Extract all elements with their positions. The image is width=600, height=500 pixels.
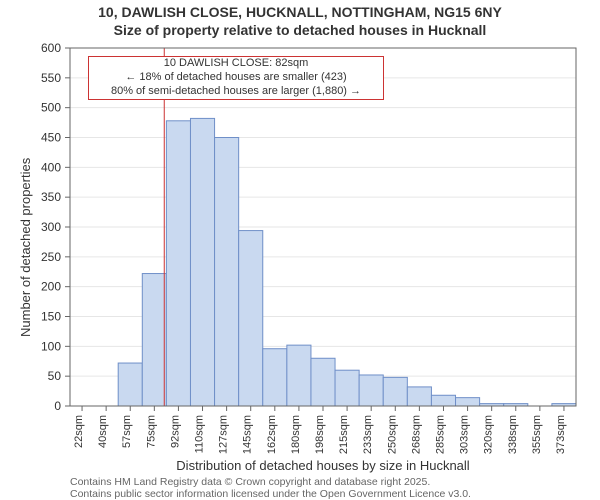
histogram-bar	[456, 398, 480, 406]
x-tick-label: 355sqm	[531, 415, 543, 454]
y-tick-label: 550	[41, 71, 61, 85]
y-tick-label: 500	[41, 101, 61, 115]
x-tick-label: 198sqm	[314, 415, 326, 454]
histogram-bar	[407, 387, 431, 406]
y-tick-label: 350	[41, 190, 61, 204]
y-tick-label: 300	[41, 220, 61, 234]
x-tick-label: 92sqm	[169, 415, 181, 448]
x-tick-label: 338sqm	[507, 415, 519, 454]
x-tick-label: 373sqm	[555, 415, 567, 454]
y-tick-label: 150	[41, 310, 61, 324]
footer-line-2: Contains public sector information licen…	[70, 488, 471, 500]
x-tick-label: 75sqm	[145, 415, 157, 448]
y-tick-label: 600	[41, 41, 61, 55]
y-tick-label: 250	[41, 250, 61, 264]
histogram-bar	[287, 345, 311, 406]
y-tick-label: 450	[41, 131, 61, 145]
x-tick-label: 162sqm	[266, 415, 278, 454]
x-tick-label: 180sqm	[290, 415, 302, 454]
y-tick-label: 100	[41, 339, 61, 353]
callout-line-1: 10 DAWLISH CLOSE: 82sqm	[89, 57, 383, 71]
footer-note: Contains HM Land Registry data © Crown c…	[70, 476, 471, 500]
footer-line-1: Contains HM Land Registry data © Crown c…	[70, 476, 471, 488]
x-tick-label: 127sqm	[218, 415, 230, 454]
chart-container: 10, DAWLISH CLOSE, HUCKNALL, NOTTINGHAM,…	[0, 0, 600, 500]
x-tick-label: 22sqm	[73, 415, 85, 448]
histogram-bar	[335, 370, 359, 406]
x-tick-label: 215sqm	[338, 415, 350, 454]
histogram-bar	[383, 377, 407, 406]
x-tick-label: 233sqm	[362, 415, 374, 454]
histogram-bar	[190, 118, 214, 406]
histogram-bar	[215, 138, 239, 407]
x-tick-label: 145sqm	[242, 415, 254, 454]
callout-line-3: 80% of semi-detached houses are larger (…	[89, 85, 383, 99]
histogram-bar	[239, 231, 263, 406]
x-tick-label: 303sqm	[459, 415, 471, 454]
x-tick-label: 250sqm	[386, 415, 398, 454]
x-tick-label: 268sqm	[410, 415, 422, 454]
histogram-bar	[263, 349, 287, 406]
x-tick-label: 285sqm	[434, 415, 446, 454]
x-tick-label: 110sqm	[194, 415, 206, 453]
callout-box: 10 DAWLISH CLOSE: 82sqm ← 18% of detache…	[88, 56, 384, 100]
histogram-bar	[311, 358, 335, 406]
y-tick-label: 200	[41, 280, 61, 294]
x-tick-label: 57sqm	[121, 415, 133, 448]
y-tick-label: 0	[54, 399, 61, 413]
histogram-bar	[142, 274, 166, 406]
histogram-bar	[359, 375, 383, 406]
x-axis-label: Distribution of detached houses by size …	[70, 458, 576, 473]
histogram-bar	[431, 395, 455, 406]
callout-line-2: ← 18% of detached houses are smaller (42…	[89, 71, 383, 85]
histogram-bar	[118, 363, 142, 406]
x-tick-label: 40sqm	[97, 415, 109, 448]
y-axis-label: Number of detached properties	[18, 158, 33, 337]
x-tick-label: 320sqm	[483, 415, 495, 454]
histogram-bar	[166, 121, 190, 406]
y-tick-label: 50	[48, 369, 62, 383]
y-tick-label: 400	[41, 160, 61, 174]
